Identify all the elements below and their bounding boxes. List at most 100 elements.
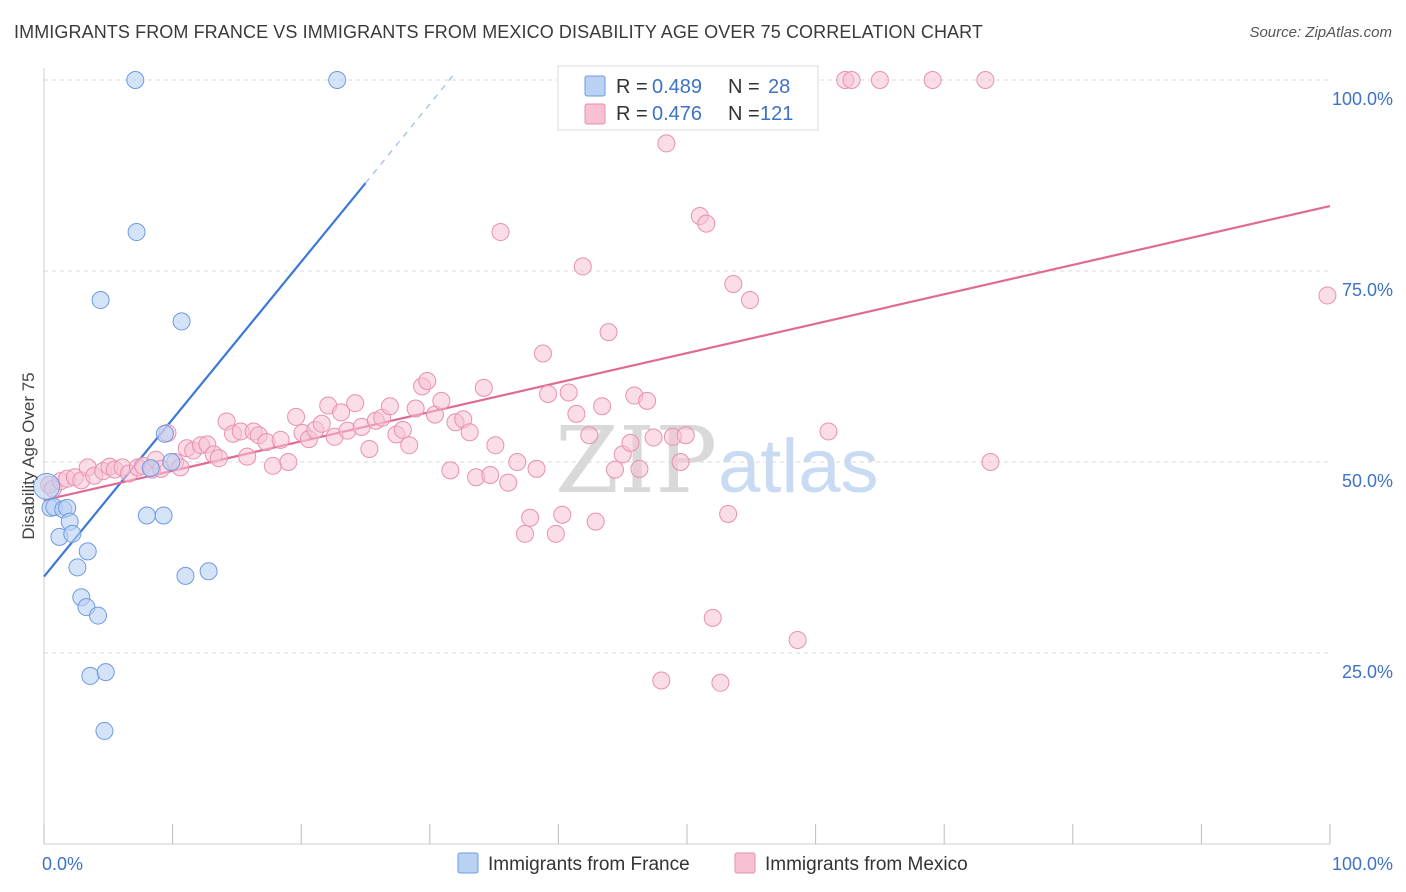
point-france: [154, 506, 173, 525]
point-mexico: [508, 453, 527, 471]
watermark-atlas: atlas: [718, 424, 879, 509]
trend-line-france: [43, 182, 367, 578]
point-france: [328, 71, 347, 89]
x-tick-label-max: 100.0%: [1332, 854, 1393, 874]
point-mexico: [527, 459, 546, 478]
point-mexico: [515, 524, 534, 543]
point-mexico: [719, 504, 738, 523]
point-mexico: [481, 465, 500, 484]
bottom-legend-mexico: Immigrants from Mexico: [765, 854, 968, 875]
legend-swatch-mexico: [584, 103, 606, 125]
point-mexico: [460, 423, 479, 442]
legend-swatch-france: [584, 75, 606, 97]
point-mexico: [842, 71, 861, 89]
legend-france-r-value: 0.489: [652, 76, 702, 98]
bottom-legend-swatch-france: [457, 852, 479, 874]
point-mexico: [380, 397, 399, 416]
point-mexico: [605, 460, 624, 479]
point-mexico: [263, 456, 282, 475]
point-mexico: [676, 426, 695, 445]
point-mexico: [788, 631, 807, 650]
point-mexico: [580, 426, 599, 445]
point-mexico: [360, 440, 379, 459]
legend-france-n-value: 28: [768, 76, 790, 98]
point-mexico: [630, 459, 649, 478]
point-france: [81, 666, 100, 685]
point-france: [199, 562, 218, 581]
series-mexico-points: [40, 71, 1337, 692]
point-france: [96, 663, 115, 682]
point-france: [127, 223, 146, 242]
y-tick-label: 100.0%: [1332, 89, 1393, 109]
point-mexico: [567, 404, 586, 423]
point-mexico: [521, 508, 540, 527]
point-mexico: [559, 383, 578, 402]
point-france: [91, 291, 110, 310]
trend-lines: [43, 71, 1331, 578]
point-mexico: [539, 385, 558, 404]
point-france: [89, 606, 108, 625]
series-france-points: [33, 71, 347, 740]
point-france: [137, 506, 156, 525]
point-mexico: [406, 399, 425, 418]
point-france: [162, 453, 181, 471]
point-mexico: [332, 403, 351, 422]
legend-mexico-n-label: N =: [728, 103, 760, 125]
point-france: [126, 71, 145, 89]
point-mexico: [981, 453, 1000, 471]
trend-line-mexico: [43, 204, 1331, 502]
point-mexico: [474, 378, 493, 397]
point-mexico: [499, 473, 518, 492]
point-mexico: [312, 414, 331, 433]
point-mexico: [586, 512, 605, 531]
point-mexico: [546, 524, 565, 543]
point-mexico: [819, 422, 838, 441]
point-mexico: [593, 397, 612, 416]
y-tick-label: 25.0%: [1342, 662, 1393, 682]
point-france: [176, 566, 195, 585]
chart-title: IMMIGRANTS FROM FRANCE VS IMMIGRANTS FRO…: [14, 22, 984, 42]
point-mexico: [400, 436, 419, 455]
point-mexico: [1318, 286, 1337, 305]
point-mexico: [703, 608, 722, 627]
y-tick-label: 75.0%: [1342, 280, 1393, 300]
point-mexico: [724, 274, 743, 293]
point-mexico: [870, 71, 889, 89]
point-france: [63, 524, 82, 543]
legend-mexico-r-value: 0.476: [652, 103, 702, 125]
point-mexico: [621, 433, 640, 452]
source-label: Source: ZipAtlas.com: [1249, 24, 1392, 41]
point-mexico: [287, 407, 306, 426]
y-tick-label: 50.0%: [1342, 471, 1393, 491]
stats-legend: R = 0.489 N = 28 R = 0.476 N = 121: [557, 65, 819, 131]
point-mexico: [346, 394, 365, 413]
point-mexico: [238, 447, 257, 466]
watermark-zip: ZIP: [555, 407, 717, 514]
watermark: ZIP atlas: [555, 407, 879, 514]
y-tick-labels: 25.0% 50.0% 75.0% 100.0%: [1332, 89, 1393, 682]
legend-france-r-label: R =: [616, 76, 648, 98]
point-mexico: [644, 428, 663, 447]
point-mexico: [486, 436, 505, 455]
point-france: [33, 472, 61, 500]
trend-line-france-extension: [364, 71, 457, 184]
bottom-legend-swatch-mexico: [734, 852, 756, 874]
point-france: [78, 542, 97, 561]
point-mexico: [209, 449, 228, 468]
point-france: [68, 558, 87, 577]
point-mexico: [599, 323, 618, 342]
point-mexico: [432, 391, 451, 410]
point-mexico: [976, 71, 995, 89]
point-mexico: [573, 257, 592, 276]
axes: [43, 68, 1331, 845]
point-mexico: [279, 453, 298, 471]
point-mexico: [638, 391, 657, 410]
point-mexico: [697, 214, 716, 233]
point-mexico: [923, 71, 942, 89]
point-mexico: [553, 505, 572, 524]
point-france: [95, 721, 114, 740]
point-mexico: [393, 420, 412, 439]
point-mexico: [271, 430, 290, 449]
x-tick-label-min: 0.0%: [42, 854, 83, 874]
